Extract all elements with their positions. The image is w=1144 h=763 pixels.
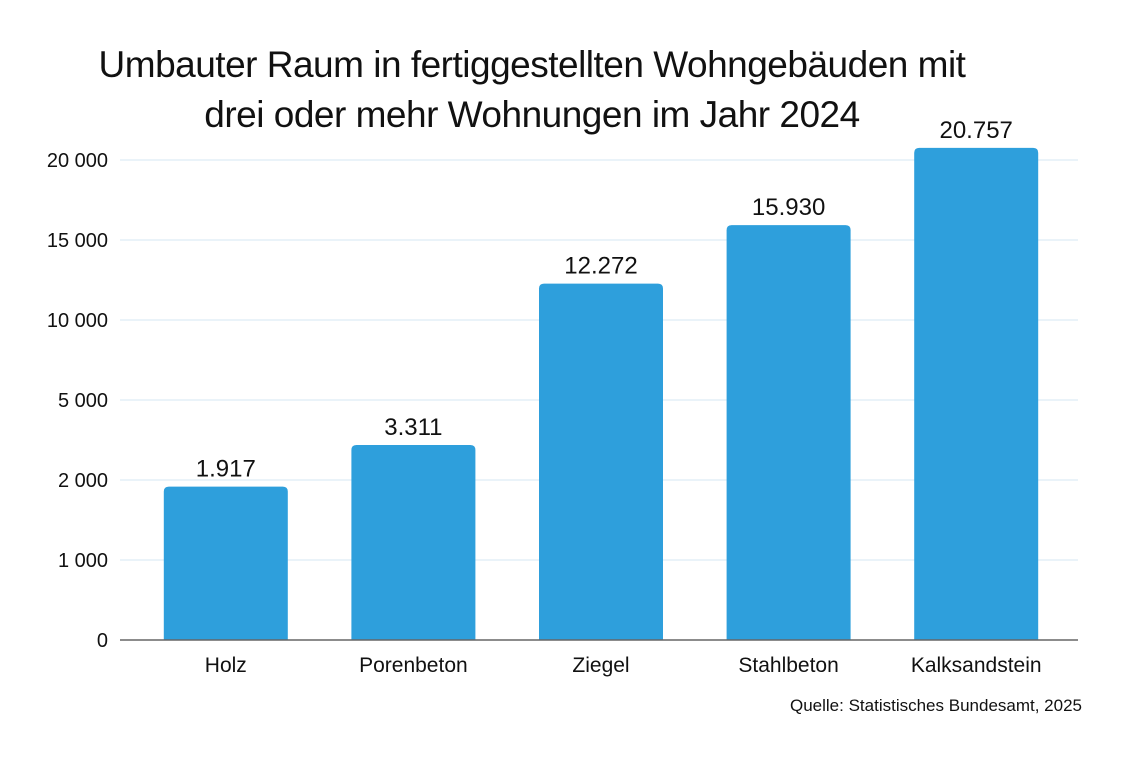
bar (163, 486, 288, 640)
data-label: 3.311 (384, 414, 442, 441)
x-tick-label: Holz (205, 654, 247, 677)
data-label: 1.917 (196, 456, 256, 483)
bar (726, 225, 851, 640)
chart-title-line-2: drei oder mehr Wohnungen im Jahr 2024 (204, 94, 860, 135)
data-label: 20.757 (939, 117, 1012, 144)
x-tick-label: Stahlbeton (738, 654, 838, 677)
y-tick-label: 1 000 (58, 550, 108, 572)
x-tick-label: Kalksandstein (911, 654, 1042, 677)
bar (351, 445, 476, 640)
bar (914, 147, 1039, 640)
y-tick-label: 0 (97, 630, 108, 652)
y-tick-label: 20 000 (47, 150, 108, 172)
x-tick-label: Ziegel (572, 654, 629, 677)
y-tick-label: 2 000 (58, 470, 108, 492)
chart-title: Umbauter Raum in fertiggestellten Wohnge… (0, 40, 1064, 140)
data-label: 12.272 (564, 253, 637, 280)
y-tick-label: 15 000 (47, 230, 108, 252)
bar (539, 283, 663, 640)
chart-title-line-1: Umbauter Raum in fertiggestellten Wohnge… (98, 44, 966, 85)
y-tick-label: 10 000 (47, 310, 108, 332)
source-note: Quelle: Statistisches Bundesamt, 2025 (790, 696, 1082, 715)
x-tick-label: Porenbeton (359, 654, 468, 677)
y-tick-label: 5 000 (58, 390, 108, 412)
data-label: 15.930 (752, 194, 825, 221)
